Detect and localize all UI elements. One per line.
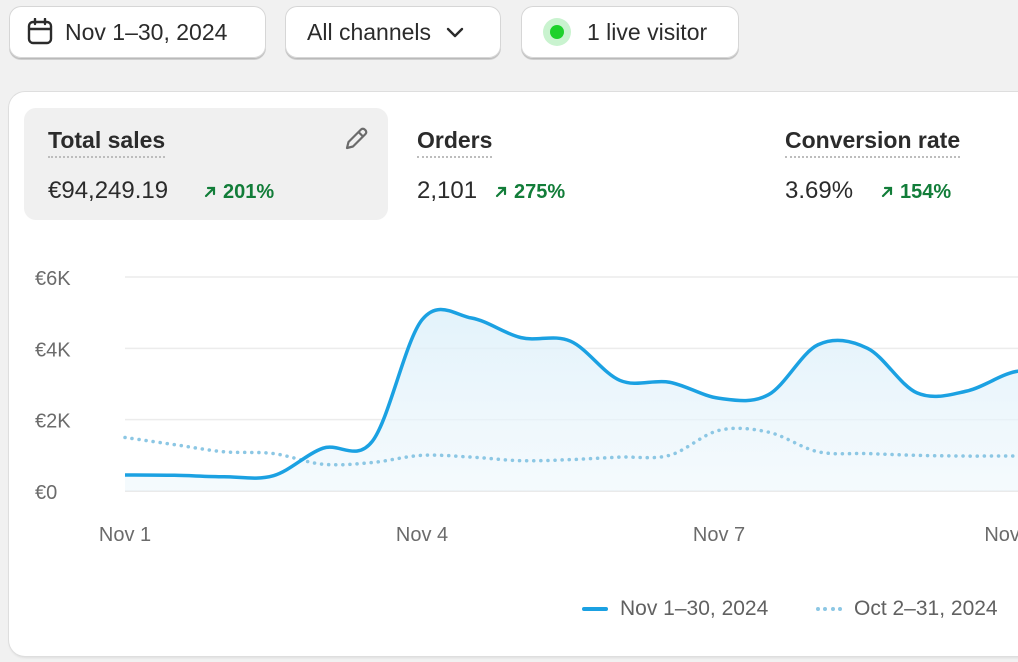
x-tick-label: Nov 10 [984,524,1018,546]
live-visitors-label: 1 live visitor [587,18,708,45]
legend-item-current[interactable]: Nov 1–30, 2024 [582,594,768,624]
metric-label: Orders [417,127,493,158]
metric-delta: 275% [495,180,565,204]
live-visitors-button[interactable]: 1 live visitor [521,6,739,58]
legend-label: Nov 1–30, 2024 [620,597,769,620]
legend-item-previous[interactable]: Oct 2–31, 2024 [816,594,998,624]
legend-swatch-dotted [816,607,842,611]
series-line-previous [123,426,1018,467]
metric-label: Conversion rate [785,127,961,158]
pencil-icon[interactable] [342,125,370,158]
legend-swatch-solid [582,607,608,611]
metric-total-sales[interactable]: Total sales €94,249.19 201% [24,108,388,220]
metric-conversion-rate[interactable]: Conversion rate 3.69% 154% [769,108,1018,220]
metric-value: €94,249.19 [48,177,169,204]
metric-delta-value: 275% [514,181,566,203]
legend-label: Oct 2–31, 2024 [854,597,998,620]
date-range-button[interactable]: Nov 1–30, 2024 [9,6,266,58]
metric-label: Total sales [48,127,166,158]
x-tick-label: Nov 7 [693,524,745,546]
x-tick-label: Nov 4 [396,524,448,546]
metric-delta: 201% [204,180,274,204]
live-indicator-icon [543,18,571,46]
analytics-card: Total sales €94,249.19 201% Orders 2,101… [9,92,1018,656]
metric-delta-value: 201% [223,181,275,203]
date-range-label: Nov 1–30, 2024 [65,18,228,45]
chevron-down-icon [445,25,465,39]
channel-label: All channels [307,18,432,45]
series-area-current [125,309,1018,491]
channel-select[interactable]: All channels [285,6,501,58]
arrow-up-right-icon [881,186,893,198]
y-tick-label: €4K [35,339,71,361]
metric-orders[interactable]: Orders 2,101 275% [401,108,761,220]
y-tick-label: €6K [35,268,71,290]
arrow-up-right-icon [495,186,507,198]
y-tick-label: €2K [35,411,71,433]
metric-value: 2,101 [417,177,478,204]
metric-value: 3.69% [785,177,854,204]
arrow-up-right-icon [204,186,216,198]
toolbar: Nov 1–30, 2024 All channels 1 live visit… [0,0,1018,70]
y-tick-label: €0 [35,482,57,504]
x-tick-label: Nov 1 [99,524,151,546]
series-line-current [124,307,1018,480]
metric-delta-value: 154% [900,181,952,203]
calendar-icon [27,18,53,46]
metric-delta: 154% [881,180,951,204]
